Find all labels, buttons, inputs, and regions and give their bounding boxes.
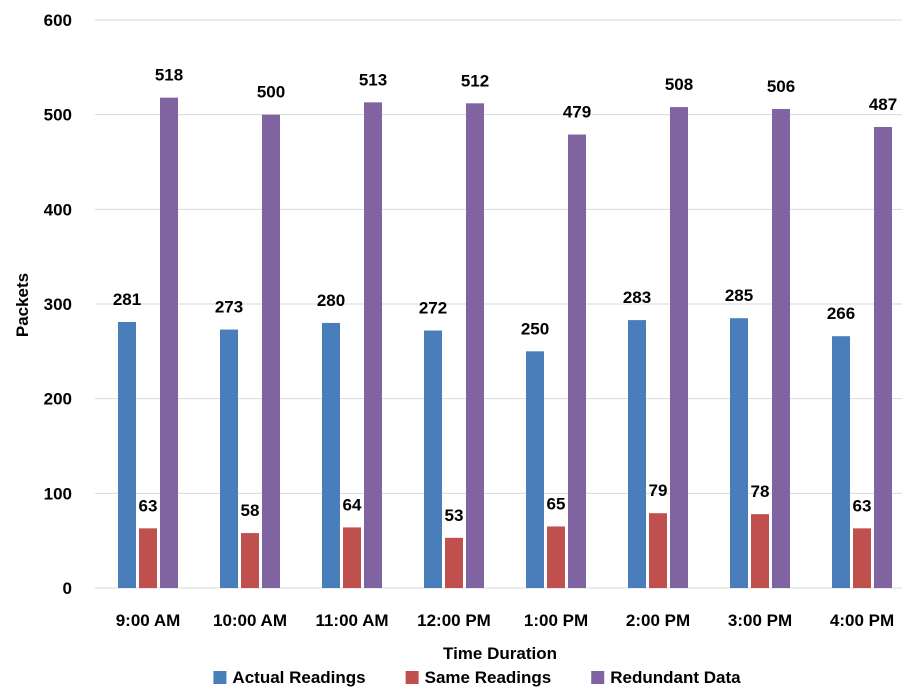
y-tick-label: 200: [44, 390, 72, 409]
x-tick-label: 10:00 AM: [213, 611, 287, 630]
bar: [628, 320, 646, 588]
y-axis-ticks: 0 100 200 300 400 500 600: [44, 11, 72, 598]
bar: [874, 126, 892, 589]
data-label: 63: [139, 496, 158, 515]
legend-swatch: [213, 671, 227, 684]
data-label: 79: [649, 481, 668, 500]
data-label: 281: [113, 290, 141, 309]
bar: [262, 114, 280, 589]
x-tick-label: 11:00 AM: [315, 611, 388, 630]
data-label: 500: [257, 83, 285, 102]
data-label: 273: [215, 298, 243, 317]
data-label: 512: [461, 71, 489, 90]
bar: [568, 134, 586, 588]
bar: [139, 528, 157, 588]
x-tick-label: 3:00 PM: [728, 611, 792, 630]
legend-label: Actual Readings: [232, 668, 365, 687]
data-label: 64: [343, 495, 362, 514]
bar: [670, 107, 688, 589]
bars: [118, 97, 892, 589]
x-tick-label: 4:00 PM: [830, 611, 894, 630]
y-tick-label: 300: [44, 295, 72, 314]
bar: [220, 329, 238, 588]
data-label: 518: [155, 66, 183, 85]
legend-item: Redundant Data: [591, 668, 741, 687]
data-label: 78: [751, 482, 770, 501]
data-label: 63: [853, 496, 872, 515]
legend: Actual Readings Same Readings Redundant Da…: [213, 668, 741, 687]
data-labels: 281 63 518 273 58 500 280 64 513 272 53 512 250 65 479…: [113, 66, 897, 525]
y-axis-title: Packets: [13, 273, 32, 337]
bar: [466, 103, 484, 588]
bar: [343, 527, 361, 588]
bar: [751, 514, 769, 588]
data-label: 283: [623, 288, 651, 307]
bar: [526, 351, 544, 588]
data-label: 487: [869, 95, 897, 114]
bar: [649, 513, 667, 588]
data-label: 250: [521, 319, 549, 338]
bar: [445, 537, 463, 588]
x-tick-label: 1:00 PM: [524, 611, 588, 630]
bar: [772, 108, 790, 588]
y-tick-label: 600: [44, 11, 72, 30]
legend-item: Actual Readings: [213, 668, 366, 687]
data-label: 479: [563, 103, 591, 122]
data-label: 508: [665, 75, 693, 94]
legend-label: Redundant Data: [610, 668, 741, 687]
bar: [832, 336, 850, 588]
bar: [853, 528, 871, 588]
bar: [424, 330, 442, 588]
bar: [160, 97, 178, 589]
y-tick-label: 0: [63, 579, 72, 598]
y-tick-label: 500: [44, 106, 72, 125]
data-label: 272: [419, 299, 447, 318]
legend-swatch: [405, 671, 419, 684]
y-tick-label: 100: [44, 484, 72, 503]
legend-item: Same Readings: [405, 668, 552, 687]
bar: [322, 322, 340, 588]
x-tick-label: 12:00 PM: [417, 611, 491, 630]
data-label: 506: [767, 77, 795, 96]
x-tick-label: 2:00 PM: [626, 611, 690, 630]
x-tick-label: 9:00 AM: [116, 611, 181, 630]
data-label: 65: [547, 494, 566, 513]
legend-swatch: [591, 671, 605, 684]
bar: [241, 533, 259, 588]
data-label: 280: [317, 291, 345, 310]
data-label: 53: [445, 506, 464, 525]
bar: [547, 526, 565, 588]
bar: [364, 102, 382, 589]
data-label: 285: [725, 286, 753, 305]
data-label: 266: [827, 304, 855, 323]
data-label: 58: [241, 501, 260, 520]
x-axis-ticks: 9:00 AM 10:00 AM 11:00 AM 12:00 PM 1:00 PM 2:…: [116, 611, 894, 630]
x-axis-title: Time Duration: [443, 644, 557, 663]
legend-label: Same Readings: [425, 668, 552, 687]
data-label: 513: [359, 70, 387, 89]
y-tick-label: 400: [44, 200, 72, 219]
bar: [118, 321, 136, 588]
bar: [730, 318, 748, 588]
